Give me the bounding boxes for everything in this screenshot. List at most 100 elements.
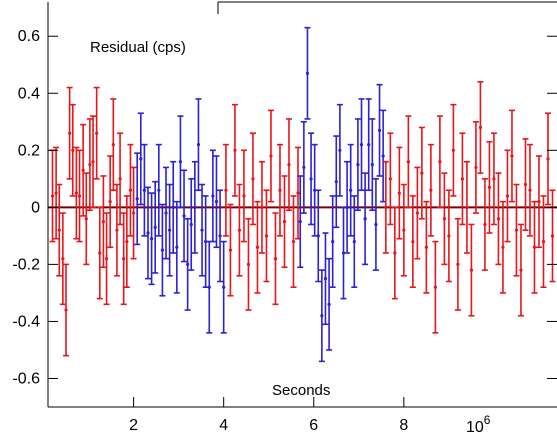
series-2 — [222, 103, 301, 311]
x-tick-label: 2 — [129, 417, 138, 434]
data-point — [469, 268, 474, 272]
data-point — [61, 257, 65, 261]
series-0 — [49, 86, 137, 357]
data-point — [214, 200, 219, 204]
data-point — [211, 194, 215, 198]
data-point — [233, 148, 237, 152]
data-point — [523, 182, 528, 187]
data-point — [287, 162, 291, 167]
data-point — [146, 231, 150, 235]
data-point — [160, 248, 165, 252]
data-point — [182, 214, 186, 218]
data-point — [251, 177, 255, 181]
data-point — [91, 160, 95, 164]
data-point — [269, 154, 273, 158]
data-point — [171, 205, 175, 209]
data-point — [388, 177, 392, 181]
data-point — [438, 160, 442, 164]
data-point — [356, 162, 360, 167]
data-point — [550, 234, 555, 238]
data-point — [50, 194, 55, 198]
data-point — [519, 268, 523, 272]
data-point — [189, 222, 193, 227]
data-point — [122, 257, 126, 261]
data-point — [104, 257, 109, 261]
data-point — [260, 205, 264, 209]
data-point — [393, 251, 397, 255]
data-point — [359, 143, 364, 147]
data-point — [327, 302, 331, 306]
data-point — [528, 188, 532, 192]
data-point — [501, 245, 505, 249]
data-point — [157, 188, 161, 192]
data-point — [246, 262, 251, 266]
data-point — [546, 157, 550, 161]
data-point — [320, 314, 324, 318]
data-point — [345, 205, 349, 209]
data-point — [118, 177, 122, 181]
data-point — [142, 188, 146, 192]
data-point — [237, 228, 242, 232]
data-point — [406, 160, 410, 164]
data-point — [451, 148, 455, 152]
data-point — [84, 217, 88, 221]
data-point — [316, 234, 320, 238]
data-point — [447, 234, 451, 238]
data-point — [465, 205, 469, 209]
data-point — [218, 234, 222, 238]
data-point — [81, 168, 85, 172]
data-point — [429, 188, 433, 192]
series-4 — [382, 81, 556, 334]
data-point — [510, 154, 514, 158]
data-point — [381, 154, 385, 158]
data-point — [101, 220, 106, 224]
y-tick-label: -0.4 — [12, 313, 40, 330]
data-point — [207, 285, 211, 289]
data-point — [456, 262, 460, 266]
y-tick-label: 0 — [31, 199, 40, 216]
data-point — [224, 188, 228, 192]
data-point — [222, 285, 226, 289]
data-point — [298, 220, 302, 224]
data-point — [514, 228, 519, 232]
data-point — [64, 308, 68, 312]
data-point — [483, 222, 487, 227]
data-point — [131, 211, 136, 215]
data-point — [474, 165, 478, 170]
series-1 — [134, 98, 227, 334]
data-point — [305, 71, 310, 75]
data-point — [309, 177, 313, 181]
data-point — [296, 191, 300, 195]
data-point — [128, 188, 133, 192]
data-point — [200, 228, 204, 232]
x-axis-label: Seconds — [272, 382, 330, 399]
data-point — [139, 157, 143, 161]
data-point — [537, 200, 541, 204]
y-tick-label: 0.4 — [18, 85, 40, 102]
data-point — [68, 131, 72, 135]
data-point — [168, 228, 172, 232]
x-tick-label: 4 — [219, 417, 228, 434]
data-point — [505, 194, 510, 198]
y-tick-label: -0.6 — [12, 370, 40, 387]
data-point — [193, 205, 197, 209]
data-point — [377, 128, 382, 132]
data-point — [150, 237, 154, 241]
data-point — [242, 194, 246, 198]
data-point — [115, 228, 119, 232]
data-point — [302, 165, 306, 170]
data-point — [71, 148, 75, 152]
data-point — [57, 228, 61, 232]
data-point — [108, 200, 112, 204]
data-point — [153, 225, 157, 229]
data-point — [442, 217, 446, 221]
data-point — [492, 177, 496, 181]
y-tick-label: -0.2 — [12, 256, 40, 273]
data-point — [264, 234, 269, 238]
data-point — [352, 239, 356, 244]
data-point — [323, 277, 328, 281]
data-point — [255, 245, 260, 249]
y-tick-label: 0.2 — [18, 142, 40, 159]
annotation-residual: Residual (cps) — [90, 39, 186, 56]
